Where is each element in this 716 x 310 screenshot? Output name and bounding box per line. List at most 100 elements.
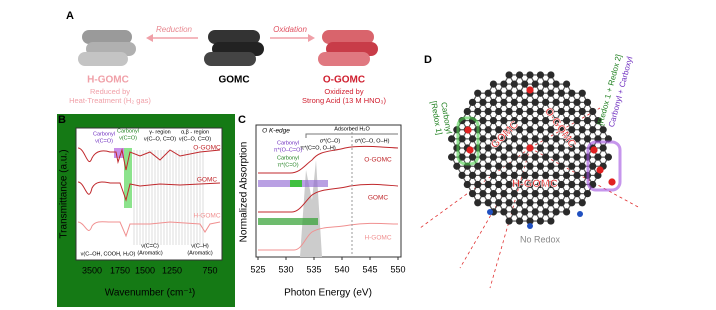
x-tick-label: 1750 (110, 265, 130, 275)
atom (468, 98, 477, 106)
series-label: GOMC (368, 195, 389, 202)
annotation: ν(C–O, C=O) (179, 136, 211, 142)
atom (505, 126, 513, 134)
atom (552, 135, 560, 143)
atom (479, 171, 487, 179)
atom (536, 144, 545, 152)
atom (515, 89, 524, 97)
oxygen-atom (596, 166, 604, 174)
atom (589, 162, 597, 170)
atom (589, 126, 597, 134)
atom (515, 180, 524, 189)
atom (542, 208, 550, 216)
atom (521, 190, 529, 198)
atom (578, 107, 586, 116)
atom (568, 180, 576, 189)
atom (557, 162, 565, 170)
arrowhead (308, 34, 315, 42)
atom (536, 71, 545, 79)
atom (536, 217, 545, 225)
atom (578, 162, 586, 170)
series-label: O-GOMC (364, 157, 392, 164)
atom (568, 162, 576, 170)
atom (526, 107, 534, 116)
note: Reduced by (90, 87, 130, 96)
arrowhead (146, 34, 153, 42)
oxygen-atom (526, 144, 534, 152)
oxygen-atom (590, 146, 598, 154)
oxygen-atom (464, 126, 472, 134)
atom (479, 98, 487, 106)
atom (479, 190, 487, 198)
atom (468, 171, 477, 179)
atom (453, 162, 461, 170)
atom (505, 89, 513, 97)
atom (536, 199, 545, 207)
atom (468, 153, 477, 161)
atom (521, 171, 529, 179)
atom (573, 190, 581, 198)
atom (583, 135, 592, 143)
arrow-label: Reduction (156, 25, 193, 34)
atom (531, 208, 539, 216)
atom (526, 199, 534, 207)
atom (542, 171, 550, 179)
atom (500, 98, 508, 106)
molecule (419, 71, 641, 289)
xas-o-gomc (258, 145, 399, 174)
annotation: Carbonyl (277, 140, 299, 146)
atom (510, 135, 518, 143)
annotation: (Aromatic) (137, 250, 163, 256)
atom (500, 135, 508, 143)
atom (589, 107, 597, 116)
atom (515, 107, 524, 116)
atom (458, 171, 466, 179)
atom (568, 144, 576, 152)
atom (531, 190, 539, 198)
atom (474, 89, 482, 97)
nitrogen-atom (487, 209, 493, 215)
atom (568, 199, 576, 207)
atom (515, 217, 524, 225)
atom (505, 217, 513, 225)
annotation: π*(C=O) (277, 162, 298, 168)
annotation: ν(C–H) (191, 243, 209, 249)
atom (521, 153, 529, 161)
region-label: No Redox (520, 234, 561, 244)
atom (468, 135, 477, 143)
atom (526, 126, 534, 134)
annotation: ν(C–OH, COOH, H₂O) (81, 251, 136, 257)
atom (484, 199, 492, 207)
atom (557, 107, 565, 116)
atom (562, 80, 571, 88)
atom (521, 117, 529, 125)
annotation: ν(C=O) (119, 135, 137, 141)
atom (526, 217, 534, 225)
atom (594, 153, 602, 161)
atom (474, 107, 482, 116)
atom (547, 217, 555, 225)
xas-gomc (258, 183, 399, 213)
atom (594, 171, 602, 179)
sample-name: H-GOMC (87, 75, 129, 86)
atom (568, 107, 576, 116)
atom (495, 162, 503, 170)
atom (536, 126, 545, 134)
atom (515, 126, 524, 134)
atom (448, 153, 456, 161)
atom (542, 153, 550, 161)
atom (463, 107, 471, 116)
atom (489, 80, 498, 88)
atom (562, 153, 571, 161)
x-tick-label: 525 (250, 264, 265, 274)
atom (505, 162, 513, 170)
atom (510, 208, 518, 216)
atom (547, 144, 555, 152)
spectrum-gomc (77, 181, 221, 202)
atom (573, 98, 581, 106)
x-tick-label: 550 (390, 264, 405, 274)
atom (479, 117, 487, 125)
series-label: H-GOMC (364, 235, 391, 242)
atom (583, 117, 592, 125)
atom (526, 71, 534, 79)
